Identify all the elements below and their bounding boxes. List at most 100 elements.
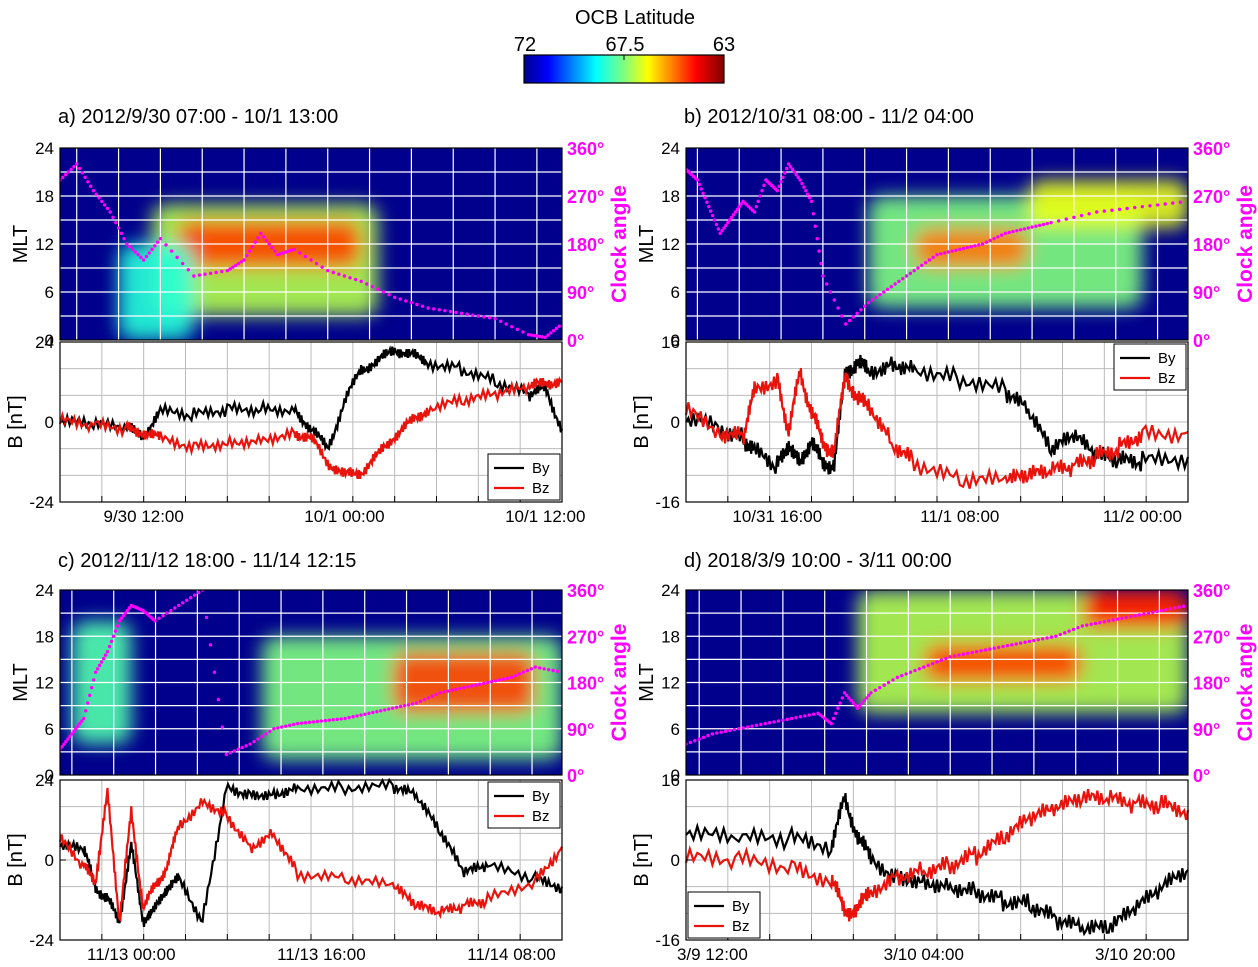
clock-angle-point: [359, 279, 363, 284]
clock-angle-point: [232, 749, 236, 753]
clock-angle-point: [1102, 619, 1107, 624]
x-tick-label: 10/1 00:00: [304, 507, 384, 526]
clock-angle-point: [404, 299, 408, 303]
clock-angle-point: [829, 721, 834, 726]
clock-angle-point: [471, 313, 475, 317]
series-line-by: [59, 344, 564, 452]
clock-angle-point: [798, 178, 802, 182]
clock-angle-point: [292, 247, 296, 252]
clock-angle-point: [74, 727, 78, 731]
clock-angle-point: [723, 729, 728, 734]
clock-angle-point: [802, 185, 806, 189]
clock-angle-point: [415, 302, 419, 307]
x-tick-label: 11/13 16:00: [277, 945, 366, 964]
clock-angle-point: [847, 696, 851, 700]
clock-angle-point: [147, 251, 151, 255]
clock-angle-point: [1089, 622, 1093, 626]
clock-angle-point: [735, 207, 740, 212]
clock-angle-point: [1045, 221, 1049, 226]
legend-box: [1113, 343, 1187, 391]
mlt-axis-label: MLT: [10, 663, 32, 702]
clock-angle-point: [821, 274, 825, 278]
clock-angle-point: [359, 713, 363, 717]
clock-angle-point: [966, 651, 970, 656]
mlt-axis-label: MLT: [10, 225, 32, 264]
clock-angle-point: [420, 304, 425, 308]
mlt-tick-label: 0: [671, 331, 680, 350]
clock-angle-point: [908, 670, 913, 674]
clock-angle-point: [91, 188, 96, 193]
clock-tick-label: 360°: [1193, 139, 1230, 159]
clock-angle-point: [303, 254, 308, 259]
clock-angle-point: [458, 686, 462, 691]
clock-angle-point: [470, 684, 474, 688]
clock-angle-point: [715, 731, 719, 735]
series-line-by: [685, 354, 1190, 475]
clock-angle-point: [242, 258, 246, 262]
clock-tick-label: 270°: [1193, 627, 1230, 647]
clock-angle-point: [339, 717, 343, 721]
clock-angle-point: [390, 706, 395, 710]
clock-angle-point: [1036, 637, 1040, 642]
clock-angle-point: [554, 326, 559, 331]
x-tick-label: 11/2 00:00: [1103, 507, 1182, 526]
clock-angle-point: [113, 629, 118, 633]
clock-angle-point: [493, 679, 498, 683]
clock-angle-point: [1124, 615, 1129, 620]
clock-angle-point: [83, 175, 87, 180]
clock-angle-point: [529, 333, 534, 337]
clock-angle-point: [819, 261, 823, 266]
clock-angle-point: [878, 292, 882, 297]
clock-angle-point: [1015, 228, 1019, 233]
clock-angle-point: [1063, 631, 1067, 635]
clock-angle-point: [701, 191, 705, 196]
clock-angle-point: [864, 696, 869, 700]
mlt-tick-label: 0: [671, 766, 680, 785]
legend-label-bz: Bz: [1158, 370, 1176, 387]
legend: By Bz: [487, 453, 561, 501]
clock-angle-point: [701, 735, 706, 740]
clock-angle-point: [177, 603, 181, 608]
clock-angle-point: [546, 333, 550, 337]
clock-angle-point: [76, 724, 80, 728]
clock-angle-point: [714, 222, 719, 227]
clock-angle-point: [309, 258, 313, 262]
clock-angle-point: [1171, 201, 1175, 205]
clock-tick-label: 180°: [1193, 235, 1230, 255]
b-tick-label: 0: [45, 851, 54, 870]
clock-angle-point: [874, 295, 878, 300]
clock-angle-point: [270, 245, 274, 250]
mlt-tick-label: 24: [35, 139, 54, 158]
clock-angle-point: [244, 744, 248, 748]
clock-angle-point: [1133, 205, 1137, 210]
clock-angle-point: [253, 240, 257, 244]
clock-angle-point: [754, 723, 759, 728]
clock-angle-point: [904, 672, 908, 676]
x-tick-label: 11/13 00:00: [87, 945, 176, 964]
clock-angle-point: [509, 675, 514, 680]
clock-angle-point: [1018, 228, 1023, 232]
series-line-bz: [684, 367, 1189, 489]
clock-angle-point: [1085, 623, 1089, 627]
clock-angle-point: [886, 680, 891, 685]
clock-angle-point: [763, 721, 767, 726]
clock-angle-point: [838, 701, 842, 705]
clock-angle-point: [785, 717, 789, 722]
clock-angle-point: [311, 720, 316, 724]
clock-angle-point: [284, 724, 288, 728]
clock-angle-point: [188, 596, 193, 600]
clock-angle-point: [785, 166, 789, 171]
clock-angle-point: [1140, 204, 1145, 209]
clock-angle-point: [150, 247, 154, 252]
clock-angle-point: [224, 752, 229, 757]
clock-angle-point: [228, 751, 233, 755]
clock-angle-point: [432, 307, 436, 311]
clock-angle-point: [847, 318, 852, 323]
clock-angle-point: [832, 298, 837, 302]
clock-angle-point: [836, 706, 840, 710]
mlt-tick-label: 6: [671, 283, 680, 302]
clock-angle-point: [775, 188, 779, 193]
legend-box: [687, 891, 761, 939]
ocb-zone: [923, 643, 1083, 683]
